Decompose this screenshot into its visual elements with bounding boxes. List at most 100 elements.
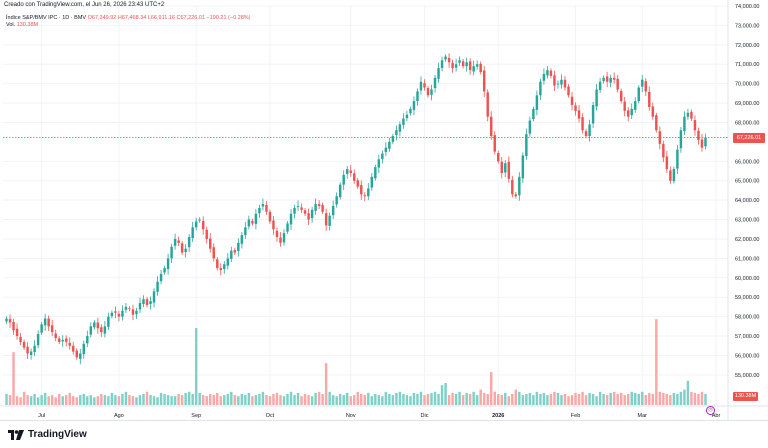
candle <box>282 229 286 246</box>
volume-bar <box>612 391 616 405</box>
volume-bar <box>110 392 114 405</box>
volume-bar <box>609 392 612 405</box>
candle <box>546 66 549 79</box>
volume-bar <box>468 394 472 405</box>
candle <box>47 315 50 332</box>
candle <box>68 337 71 350</box>
candle <box>370 172 374 191</box>
volume-bar <box>374 394 377 405</box>
volume-bar <box>412 392 416 405</box>
x-tick-label: Jul <box>38 413 45 419</box>
candle <box>637 85 640 104</box>
volume-bar <box>345 392 349 405</box>
timezone-icon[interactable]: ◷ <box>706 406 715 415</box>
candle <box>605 71 609 88</box>
volume-bar <box>461 395 465 405</box>
candle-body <box>152 291 156 303</box>
candle <box>412 96 416 116</box>
candle <box>275 227 279 242</box>
candle-body <box>201 221 205 230</box>
legend[interactable]: Índice S&P/BMV IPC · 1D · BMV O67,349.92… <box>6 14 251 22</box>
candle-body <box>690 111 693 119</box>
volume-bar <box>128 395 131 405</box>
candle <box>697 127 700 145</box>
candle <box>472 60 475 76</box>
candle-body <box>444 56 447 60</box>
y-tick-label: 55,000.00 <box>735 373 759 379</box>
candle <box>251 218 254 226</box>
candle <box>219 263 223 276</box>
volume-bar <box>131 396 135 405</box>
candle <box>79 348 82 365</box>
candle-body <box>75 350 78 358</box>
volume-bar <box>475 395 479 405</box>
candle <box>96 317 100 334</box>
candle <box>286 221 289 235</box>
candle <box>345 165 349 179</box>
volume-bar <box>19 397 22 405</box>
candle-body <box>437 68 440 79</box>
candle-body <box>212 247 215 259</box>
candle-body <box>697 130 700 140</box>
candle <box>405 110 409 122</box>
volume-bar <box>47 396 50 405</box>
volume-bar <box>300 396 303 405</box>
candle-body <box>609 77 612 83</box>
y-tick-label: 70,000.00 <box>735 82 759 88</box>
candle-body <box>300 207 303 210</box>
candle <box>43 313 47 331</box>
volume-bar <box>233 395 237 405</box>
volume-bar <box>152 396 156 405</box>
candle <box>205 226 208 244</box>
candle <box>468 58 472 75</box>
candle <box>634 97 637 113</box>
candle-body <box>244 227 247 236</box>
volume-bar <box>451 392 454 405</box>
candle <box>293 204 296 219</box>
candle <box>247 215 251 230</box>
candle <box>700 134 704 152</box>
candle <box>612 72 616 84</box>
candle <box>33 340 36 356</box>
volume-bar <box>521 395 525 405</box>
candle-body <box>370 176 374 188</box>
candle-body <box>187 237 191 248</box>
volume-bar <box>395 392 398 405</box>
candle <box>419 76 423 95</box>
candle-body <box>591 105 595 124</box>
candle-body <box>219 268 223 271</box>
candle-body <box>475 64 479 67</box>
candle-body <box>321 205 324 212</box>
volume-bar <box>289 391 293 405</box>
candle <box>342 170 345 191</box>
candle <box>64 335 68 347</box>
candle <box>507 156 511 183</box>
tradingview-logo[interactable]: TradingView <box>8 429 87 440</box>
candle-body <box>184 248 187 253</box>
candle-body <box>500 161 503 173</box>
candle <box>609 74 612 88</box>
volume-bar <box>57 394 61 405</box>
candle <box>626 107 630 122</box>
candle-body <box>258 207 261 214</box>
candle-body <box>82 343 86 355</box>
candle-body <box>93 322 96 328</box>
candle <box>216 257 219 271</box>
volume-bar <box>145 391 149 405</box>
candle-body <box>26 346 29 354</box>
candle <box>170 243 173 264</box>
volume-bar <box>655 319 658 405</box>
candle <box>353 169 356 184</box>
volume-legend[interactable]: Vol. 130.38M <box>6 22 38 28</box>
volume-bar <box>634 392 637 405</box>
candle-body <box>514 194 518 197</box>
volume-bar <box>26 395 29 405</box>
candle <box>142 295 145 308</box>
candle-body <box>40 324 43 333</box>
candle <box>641 75 644 93</box>
candle <box>672 166 676 184</box>
candle <box>149 296 152 310</box>
candle-body <box>391 136 395 142</box>
